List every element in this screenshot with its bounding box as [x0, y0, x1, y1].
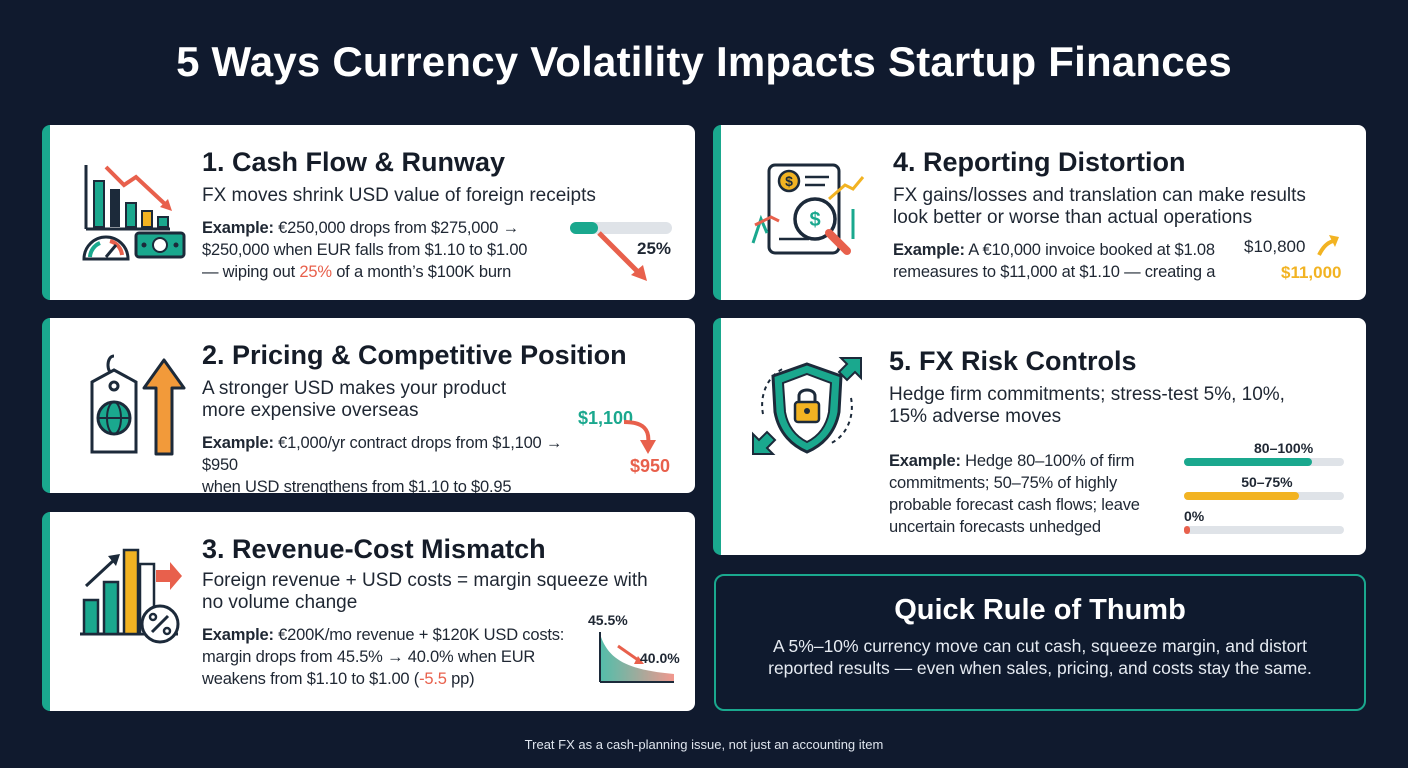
card-example: Example: €200K/mo revenue + $120K USD co…: [202, 626, 565, 688]
margin-area-graphic: [599, 632, 674, 683]
card-subtitle: A stronger USD makes your product more e…: [202, 378, 507, 421]
margin-after-label: 40.0%: [640, 650, 680, 666]
svg-text:$: $: [785, 173, 793, 189]
card-heading: 3. Revenue-Cost Mismatch: [202, 534, 546, 564]
hedge-bar-label: 80–100%: [1254, 440, 1314, 456]
hedge-bar-track: [1184, 492, 1344, 500]
page-title: 5 Ways Currency Volatility Impacts Start…: [176, 38, 1232, 85]
card-fx-risk-controls: 5. FX Risk Controls Hedge firm commitmen…: [713, 318, 1366, 555]
quick-rule-box: Quick Rule of Thumb A 5%–10% currency mo…: [714, 574, 1366, 711]
card-heading: 2. Pricing & Competitive Position: [202, 340, 627, 370]
hedge-bar-track: [1184, 458, 1344, 466]
price-tag-globe-icon: [90, 354, 138, 454]
hedge-bar-track: [1184, 526, 1344, 534]
margin-before-label: 45.5%: [588, 612, 628, 628]
card-subtitle: FX moves shrink USD value of foreign rec…: [202, 185, 596, 206]
arrow-up-icon: [142, 358, 186, 456]
price-before-label: $1,100: [578, 408, 634, 428]
price-after-label: $950: [630, 456, 671, 476]
bar-chart-down-icon: [82, 165, 172, 261]
footer-note: Treat FX as a cash-planning issue, not j…: [524, 737, 884, 752]
card-example: Example: A €10,000 invoice booked at $1.…: [893, 241, 1216, 281]
svg-text:$: $: [809, 209, 820, 231]
curved-down-arrow-icon: [623, 420, 656, 454]
hedge-bar-label: 0%: [1184, 508, 1205, 524]
card-subtitle: Foreign revenue + USD costs = margin squ…: [202, 570, 648, 613]
card-subtitle: Hedge firm commitments; stress-test 5%, …: [889, 384, 1285, 427]
card-heading: 1. Cash Flow & Runway: [202, 147, 506, 177]
report-magnifier-icon: $ $: [751, 163, 865, 255]
card-subtitle: FX gains/losses and translation can make…: [893, 185, 1306, 228]
cash-icon: [134, 231, 186, 259]
shield-lock-icon: [752, 357, 862, 455]
hedge-bar-label: 50–75%: [1241, 474, 1293, 490]
card-reporting-distortion: $ $ 4. Reporting Distortion FX gains/los…: [713, 125, 1366, 300]
value-before-label: $10,800: [1244, 237, 1306, 256]
hedge-bar-fill: [1184, 458, 1312, 466]
card-pricing-competitive: 2. Pricing & Competitive Position A stro…: [42, 318, 695, 493]
runway-bar: [570, 222, 672, 234]
card-example: Example: Hedge 80–100% of firm commitmen…: [889, 452, 1140, 536]
value-up-arrow-icon: [1317, 235, 1339, 256]
quick-rule-heading: Quick Rule of Thumb: [894, 594, 1186, 626]
card-example: Example: €1,000/yr contract drops from $…: [202, 434, 563, 493]
percent-icon: [140, 604, 180, 644]
card-example: Example: €250,000 drops from $275,000 → …: [202, 219, 528, 281]
hedge-bar-fill: [1184, 492, 1300, 500]
hedge-bar-fill: [1184, 526, 1190, 534]
card-heading: 5. FX Risk Controls: [889, 346, 1137, 376]
bar-chart-up-icon: [80, 548, 182, 636]
card-revenue-cost-mismatch: 3. Revenue-Cost Mismatch Foreign revenue…: [42, 512, 695, 711]
card-heading: 4. Reporting Distortion: [893, 147, 1186, 177]
quick-rule-text: A 5%–10% currency move can cut cash, squ…: [768, 636, 1312, 678]
card-cash-flow-runway: 1. Cash Flow & Runway FX moves shrink US…: [42, 125, 695, 300]
runway-loss-label: 25%: [637, 239, 672, 258]
down-arrow-icon: [597, 231, 647, 281]
value-after-label: $11,000: [1281, 263, 1342, 282]
